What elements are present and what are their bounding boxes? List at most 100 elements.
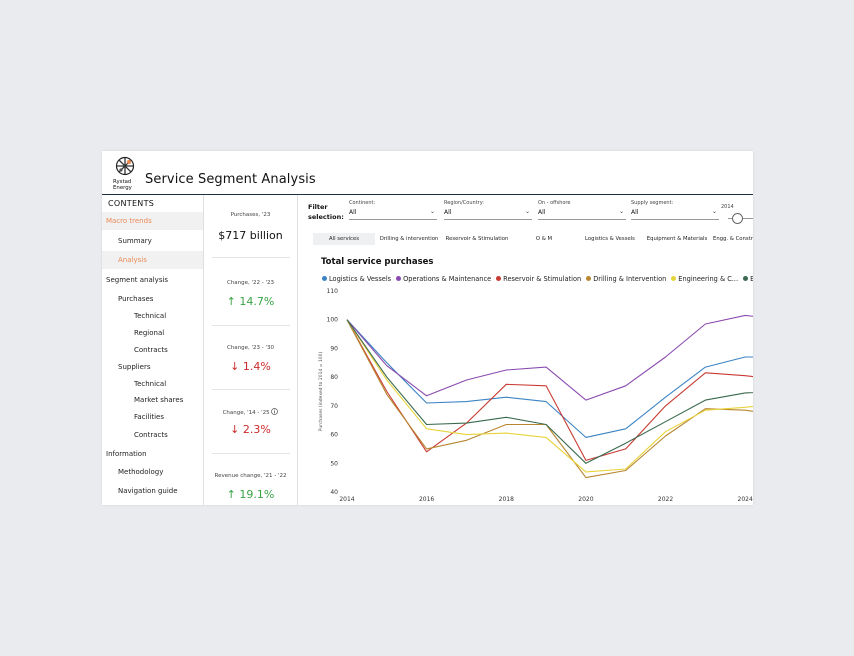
y-tick-label: 80 — [330, 374, 338, 381]
x-tick-label: 2024 — [738, 496, 753, 503]
x-tick-label: 2016 — [419, 496, 434, 503]
info-icon[interactable] — [271, 408, 279, 415]
svg-text:Energy: Energy — [113, 185, 133, 191]
tab-engineering-construction[interactable]: Engg. & Constr — [713, 236, 753, 242]
x-tick-label: 2020 — [578, 496, 593, 503]
contents-sidebar: CONTENTS Macro trends Summary Analysis S… — [102, 195, 204, 505]
onshore-offshore-filter-label: On - offshore — [538, 200, 571, 206]
report-window: Rystad Energy Service Segment Analysis C… — [102, 151, 753, 505]
sidebar-item-suppliers[interactable]: Suppliers — [118, 363, 151, 371]
legend-item[interactable]: Engineering & C... — [671, 275, 738, 283]
kpi-divider — [212, 453, 290, 454]
legend-item[interactable]: Reservoir & Stimulation — [496, 275, 581, 283]
kpi-divider — [212, 257, 290, 258]
kpi-change-14-25-value: ↓ 2.3% — [230, 423, 271, 436]
kpi-change-14-25-label: Change, '14 - '25 — [204, 408, 297, 416]
kpi-divider — [212, 325, 290, 326]
legend-item[interactable]: Drilling & Intervention — [586, 275, 666, 283]
arrow-up-icon: ↑ — [226, 295, 236, 308]
tab-drilling-intervention[interactable]: Drilling & intervention — [379, 236, 439, 242]
series-line — [346, 314, 753, 401]
chevron-down-icon: ⌄ — [524, 208, 530, 215]
legend-label: Logistics & Vessels — [329, 275, 392, 283]
legend-swatch — [743, 276, 749, 281]
year-slider-start: 2014 — [721, 204, 734, 210]
sidebar-item-segment-analysis[interactable]: Segment analysis — [106, 276, 169, 284]
kpi-change-22-23-value: ↑ 14.7% — [226, 295, 275, 308]
arrow-down-icon: ↓ — [230, 360, 240, 373]
kpi-revenue-change-value: ↑ 19.1% — [226, 488, 275, 501]
legend-label: Engineering & C... — [678, 275, 739, 283]
rystad-logo-icon: Rystad Energy — [113, 156, 135, 191]
sidebar-item-purchases-technical[interactable]: Technical — [134, 312, 167, 320]
legend-item[interactable]: Logistics & Vessels — [322, 275, 391, 283]
sidebar-active-section-bg — [102, 212, 203, 230]
legend-swatch — [586, 276, 592, 281]
continent-select[interactable]: All ⌄ — [349, 208, 437, 220]
sidebar-item-purchases-contracts[interactable]: Contracts — [134, 346, 168, 354]
chart-panel: Total service purchases Logistics & Vess… — [313, 249, 753, 505]
legend-label: Operations & Maintenance — [403, 275, 492, 283]
legend-item[interactable]: Operations & Maintenance — [396, 275, 491, 283]
series-line — [346, 319, 753, 461]
svg-text:Rystad: Rystad — [113, 179, 131, 185]
y-tick-label: 100 — [327, 317, 339, 324]
legend-swatch — [396, 276, 402, 281]
sidebar-item-suppliers-contracts[interactable]: Contracts — [134, 431, 168, 439]
filter-selection-label: Filter selection: — [308, 203, 344, 221]
series-line — [346, 319, 753, 464]
chevron-down-icon: ⌄ — [429, 208, 435, 215]
legend-swatch — [496, 276, 502, 281]
kpi-purchases-value: $717 billion — [218, 229, 283, 242]
sidebar-item-purchases-regional[interactable]: Regional — [134, 329, 165, 337]
report-header: Rystad Energy Service Segment Analysis — [102, 151, 753, 195]
sidebar-item-information[interactable]: Information — [106, 450, 147, 458]
chart-legend: Logistics & Vessels Operations & Maintena… — [322, 275, 753, 285]
sidebar-item-market-shares[interactable]: Market shares — [134, 396, 184, 404]
main-panel: Filter selection: Continent: All ⌄ Regio… — [298, 195, 753, 505]
page-title: Service Segment Analysis — [145, 172, 316, 187]
year-slider-handle[interactable] — [732, 213, 743, 224]
region-select[interactable]: All ⌄ — [444, 208, 532, 220]
sidebar-item-methodology[interactable]: Methodology — [118, 468, 164, 476]
tab-equipment-materials[interactable]: Equipment & Materials — [646, 236, 708, 242]
kpi-divider — [212, 389, 290, 390]
region-filter-label: Region/Country: — [444, 200, 484, 206]
onshore-offshore-filter[interactable]: On - offshore All ⌄ — [538, 200, 626, 220]
legend-label: Drilling & Intervention — [593, 275, 667, 283]
tab-o-and-m[interactable]: O & M — [535, 236, 553, 242]
sidebar-item-summary[interactable]: Summary — [118, 237, 152, 245]
sidebar-item-purchases[interactable]: Purchases — [118, 295, 154, 303]
sidebar-item-analysis[interactable]: Analysis — [118, 256, 147, 264]
kpi-purchases-label: Purchases, '23 — [230, 212, 271, 218]
chevron-down-icon: ⌄ — [618, 208, 624, 215]
onshore-offshore-select[interactable]: All ⌄ — [538, 208, 626, 220]
legend-swatch — [671, 276, 677, 281]
y-tick-label: 40 — [330, 489, 338, 496]
legend-label: Reservoir & Stimulation — [503, 275, 582, 283]
series-line — [346, 319, 753, 473]
legend-label: Equipment & ... — [750, 275, 753, 283]
continent-filter[interactable]: Continent: All ⌄ — [349, 200, 437, 220]
x-tick-label: 2022 — [658, 496, 673, 503]
x-tick-label: 2018 — [499, 496, 514, 503]
tab-logistics-vessels[interactable]: Logistics & Vessels — [585, 236, 635, 242]
y-tick-label: 110 — [327, 288, 339, 295]
arrow-up-icon: ↑ — [226, 488, 236, 501]
y-tick-label: 50 — [330, 460, 338, 467]
continent-filter-label: Continent: — [349, 200, 376, 206]
supply-segment-filter-label: Supply segment: — [631, 200, 674, 206]
tab-reservoir-stimulation[interactable]: Reservoir & Stimulation — [445, 236, 509, 242]
supply-segment-filter[interactable]: Supply segment: All ⌄ — [631, 200, 719, 220]
tab-all-services[interactable]: All services — [313, 233, 375, 245]
supply-segment-select[interactable]: All ⌄ — [631, 208, 719, 220]
sidebar-item-macro-trends[interactable]: Macro trends — [106, 217, 152, 225]
legend-item[interactable]: Equipment & ... — [743, 275, 753, 283]
kpi-revenue-change-label: Revenue change, '21 - '22 — [214, 473, 287, 479]
sidebar-item-facilities[interactable]: Facilities — [134, 413, 164, 421]
region-filter[interactable]: Region/Country: All ⌄ — [444, 200, 532, 220]
chevron-down-icon: ⌄ — [711, 208, 717, 215]
sidebar-item-navigation-guide[interactable]: Navigation guide — [118, 487, 178, 495]
sidebar-item-suppliers-technical[interactable]: Technical — [134, 380, 167, 388]
chart-title: Total service purchases — [321, 257, 434, 267]
